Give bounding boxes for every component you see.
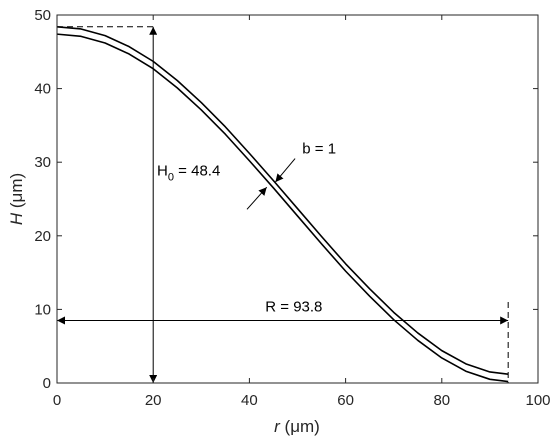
y-tick-label-1: 10 [34,301,51,318]
h0-label-subscript: 0 [168,171,174,183]
x-tick-label-5: 100 [525,392,550,409]
y-tick-label-2: 20 [34,228,51,245]
x-axis-unit: (μm) [280,417,320,436]
h0-label-value: = 48.4 [174,162,220,179]
y-tick-label-3: 30 [34,154,51,171]
x-tick-label-0: 0 [53,392,61,409]
b-arrow-outer [274,158,296,183]
x-tick-label-1: 20 [145,392,162,409]
y-tick-label-4: 40 [34,81,51,98]
curve-group [56,25,509,383]
y-axis-unit: (μm) [7,173,26,213]
b-label: b = 1 [302,140,336,157]
r-label: R = 93.8 [265,299,322,316]
y-axis-symbol: H [7,212,26,225]
x-axis-label: r (μm) [274,417,320,436]
tick-group: 0 20 40 60 80 100 0 10 20 30 40 50 [34,7,550,409]
y-tick-label-0: 0 [43,375,51,392]
annotation-group: H0 = 48.4 R = 93.8 b = 1 [57,26,509,383]
y-axis-label: H (μm) [7,173,26,225]
profile-curve-1 [56,25,509,375]
plot-background [57,15,538,383]
profile-curve-2 [56,33,509,383]
y-tick-label-5: 50 [34,7,51,24]
plot-frame [56,14,539,384]
x-axis-symbol: r [274,417,281,436]
x-tick-label-3: 60 [337,392,354,409]
h0-label-main: H [157,162,168,179]
x-tick-label-4: 80 [433,392,450,409]
b-arrow-inner [246,186,268,210]
x-tick-label-2: 40 [241,392,258,409]
h0-label: H0 = 48.4 [157,162,220,183]
